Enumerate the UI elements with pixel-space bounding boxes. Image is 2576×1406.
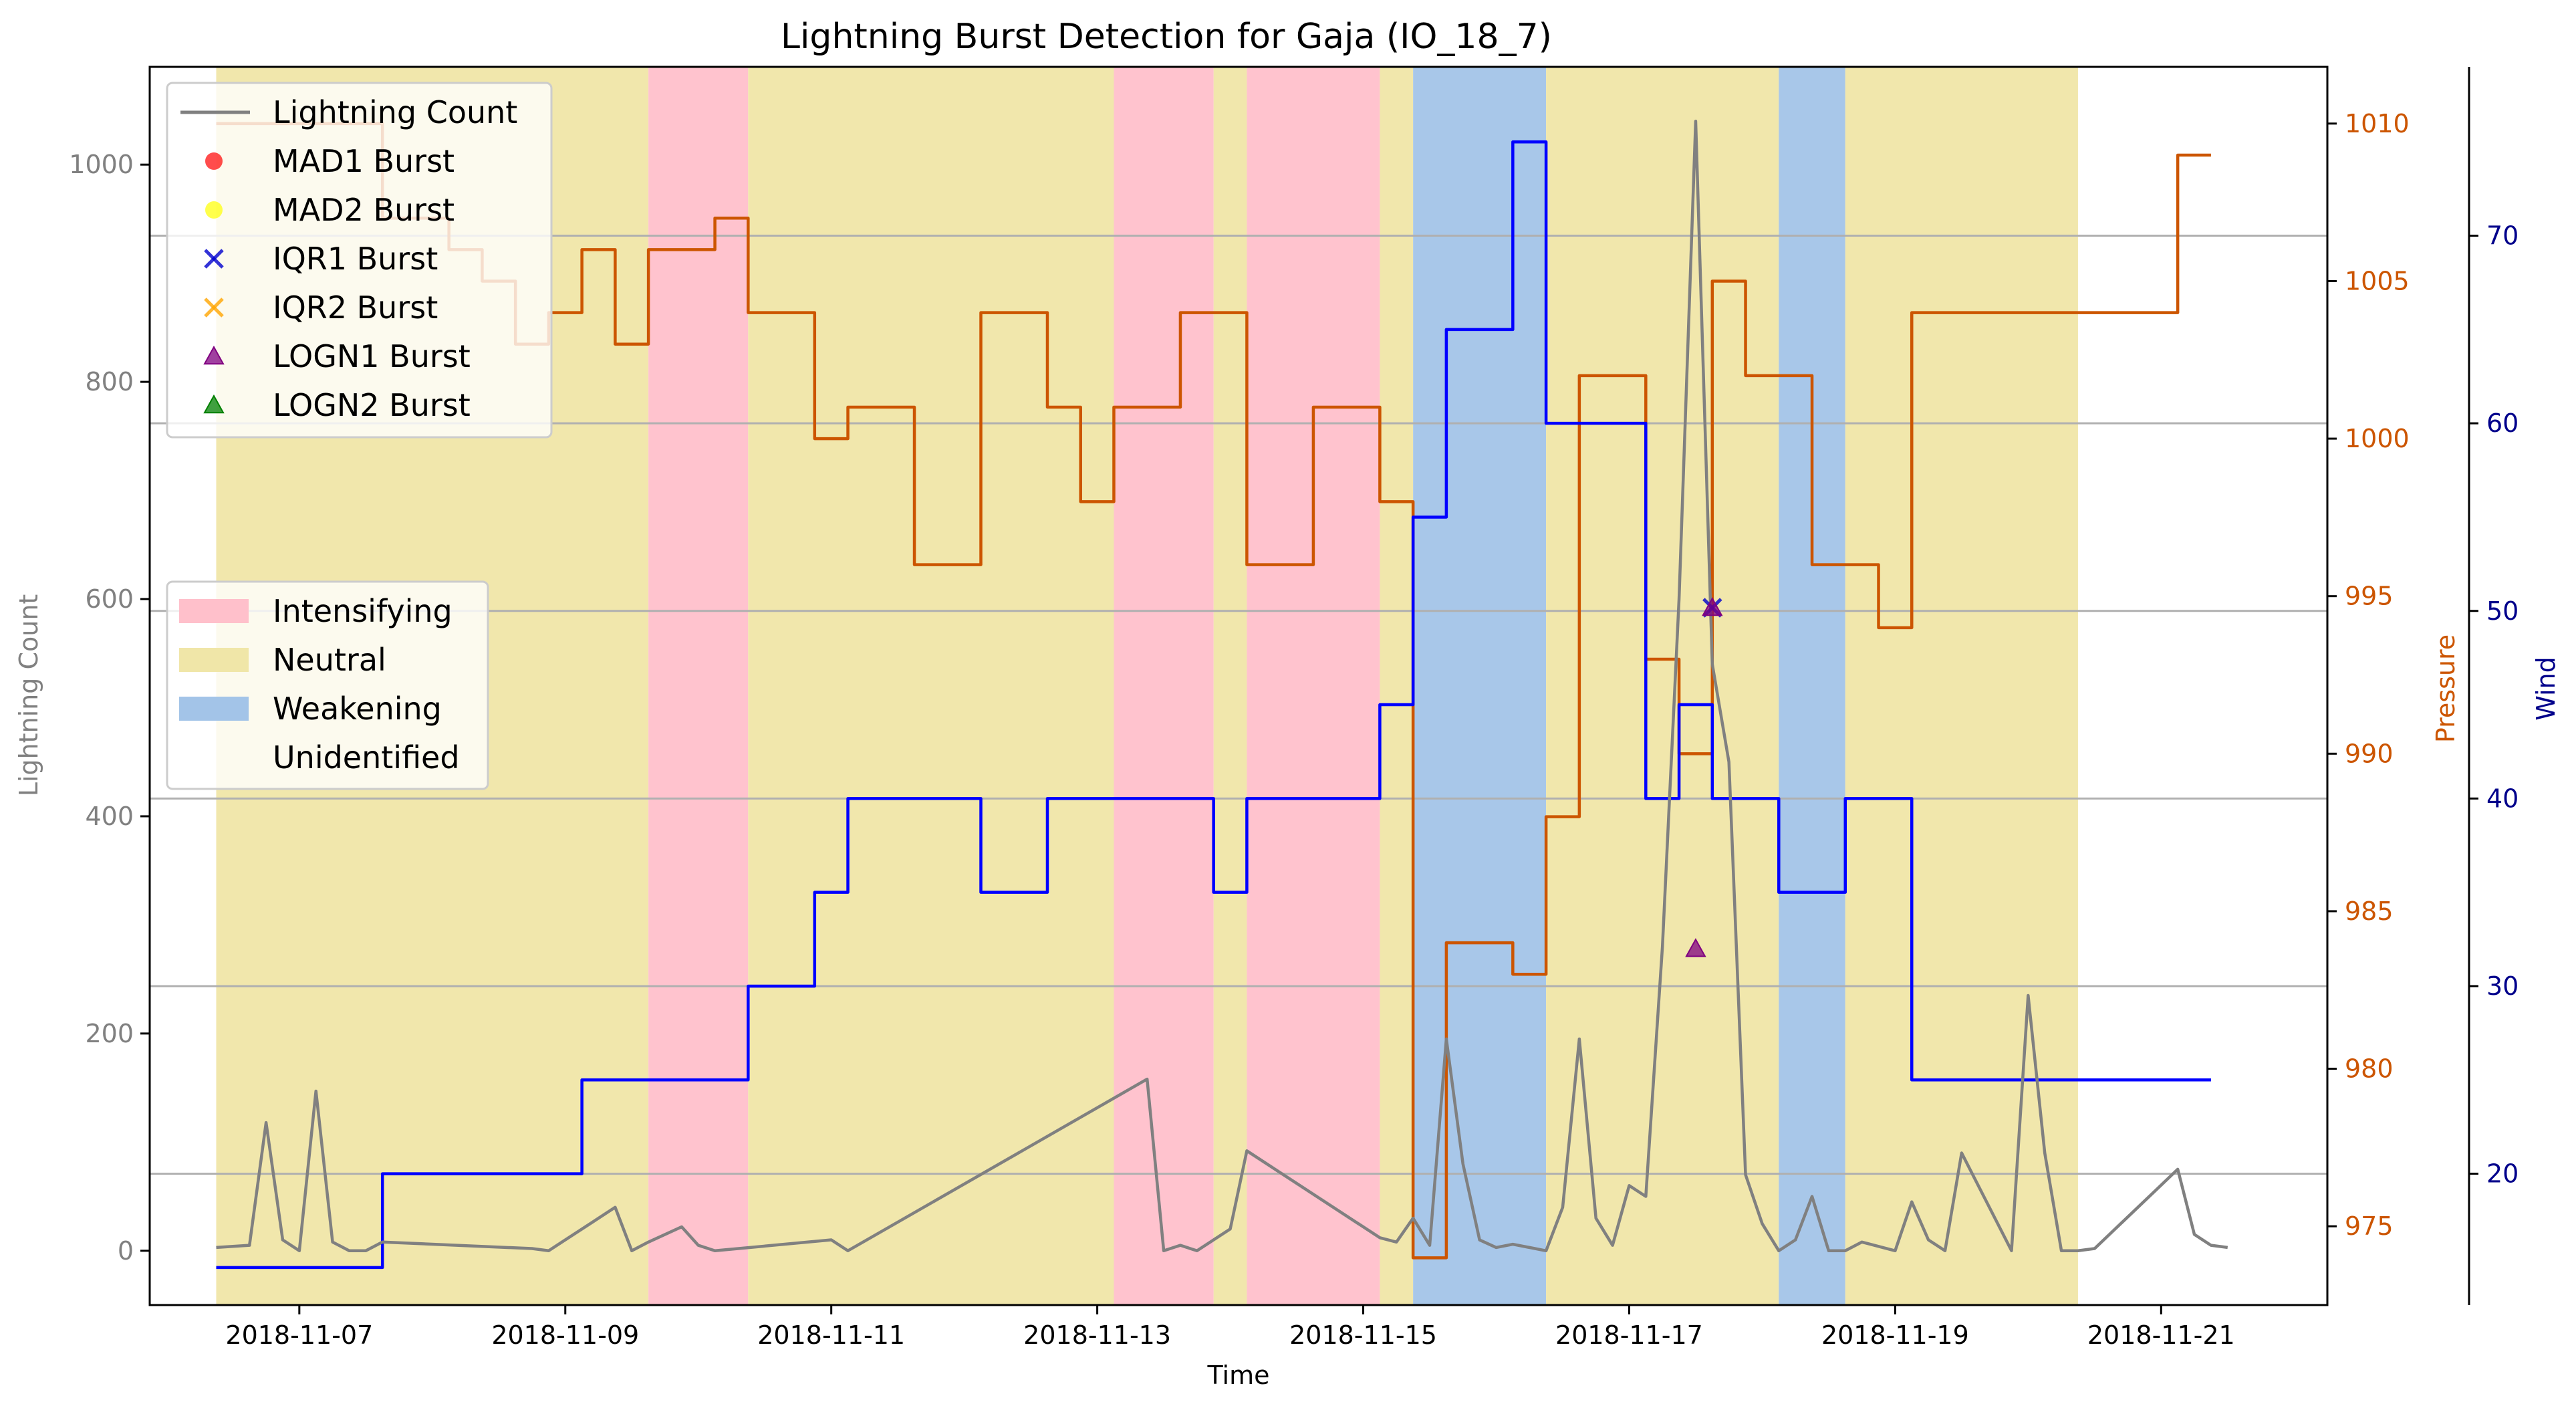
- x-tick-label: 2018-11-17: [1555, 1320, 1703, 1350]
- marker-logn1-burst: [1702, 596, 1723, 616]
- y-pressure-tick-label: 1000: [2345, 424, 2410, 453]
- y-left-tick-label: 600: [85, 584, 134, 614]
- phase-band-neutral: [748, 67, 1114, 1305]
- x-tick-label: 2018-11-13: [1023, 1320, 1171, 1350]
- legend-swatch-logn1: [203, 345, 225, 365]
- y-pressure-tick-label: 990: [2345, 739, 2394, 768]
- y-pressure-tick-label: 995: [2345, 582, 2394, 611]
- phase-band-intensifying: [1114, 67, 1214, 1305]
- phase-band-neutral: [1845, 67, 2078, 1305]
- marker-stroke: [204, 249, 224, 269]
- x-tick-label: 2018-11-21: [2087, 1320, 2235, 1350]
- phase-band-intensifying: [648, 67, 749, 1305]
- phase-band-neutral: [1213, 67, 1247, 1305]
- x-tick-label: 2018-11-15: [1289, 1320, 1437, 1350]
- chart-title: Lightning Burst Detection for Gaja (IO_1…: [781, 17, 1552, 57]
- phase-band-weakening: [1413, 67, 1547, 1305]
- axes: 2018-11-07 2018-11-09 2018-11-11 2018-11-13…: [69, 66, 2519, 1350]
- legend-upper-label: IQR2 Burst: [273, 289, 438, 326]
- y-pressure-tick-label: 975: [2345, 1211, 2394, 1241]
- marker-stroke: [204, 298, 224, 318]
- x-tick-label: 2018-11-09: [491, 1320, 639, 1350]
- legend-swatch-intensifying: [179, 599, 249, 623]
- y-left-tick-label: 200: [85, 1019, 134, 1048]
- legend-lower-label: Unidentified: [273, 739, 460, 776]
- y-left-tick-label: 0: [118, 1236, 134, 1266]
- legend-swatch-logn2: [203, 394, 225, 414]
- phase-band-intensifying: [1247, 67, 1380, 1305]
- series-lines: [216, 119, 2228, 1270]
- x-tick-label: 2018-11-19: [1821, 1320, 1969, 1350]
- y-left-tick-label: 1000: [69, 150, 134, 179]
- x-tick-label: 2018-11-11: [757, 1320, 905, 1350]
- plot-frame: [148, 66, 2329, 1306]
- y-left-tick-label: 800: [85, 367, 134, 396]
- y-left-tick-label: 400: [85, 802, 134, 831]
- phase-shading: [216, 67, 2078, 1305]
- y-pressure-tick-label: 1010: [2345, 109, 2410, 138]
- y-wind-tick-label: 60: [2486, 408, 2519, 438]
- legend-swatch-neutral: [179, 648, 249, 672]
- y-pressure-tick-label: 980: [2345, 1054, 2394, 1084]
- legend-swatch-iqr2: [204, 298, 224, 318]
- legend-swatch-mad1: [205, 152, 223, 170]
- x-axis-label: Time: [1207, 1361, 1270, 1390]
- legend-upper-label: MAD1 Burst: [273, 143, 455, 179]
- legend-lower-box: [166, 580, 489, 790]
- legend-upper-label: MAD2 Burst: [273, 192, 455, 228]
- legend-upper-label: LOGN1 Burst: [273, 338, 471, 374]
- legend-swatch-weakening: [179, 697, 249, 721]
- y-pressure-tick-label: 1005: [2345, 266, 2410, 296]
- legend-lower-label: Weakening: [273, 691, 442, 727]
- x-tick-label: 2018-11-07: [225, 1320, 373, 1350]
- series-line-pressure: [216, 122, 2211, 1260]
- phase-band-weakening: [1779, 67, 1845, 1305]
- y-wind-tick-label: 30: [2486, 971, 2519, 1001]
- series-line-lightning-count: [216, 119, 2228, 1253]
- legend-lower-label: Intensifying: [273, 593, 453, 629]
- y-axis-label-pressure: Pressure: [2431, 634, 2460, 743]
- legend-lower-label: Neutral: [273, 642, 386, 678]
- legend-upper-label: IQR1 Burst: [273, 241, 438, 277]
- legend-upper-label: Lightning Count: [273, 94, 517, 130]
- y-wind-tick-label: 40: [2486, 784, 2519, 813]
- series-line-wind: [216, 140, 2211, 1270]
- legend-upper-label: LOGN2 Burst: [273, 387, 471, 423]
- y-wind-tick-label: 50: [2486, 596, 2519, 626]
- y-wind-tick-label: 20: [2486, 1159, 2519, 1189]
- phase-band-neutral: [1380, 67, 1414, 1305]
- y-pressure-tick-label: 985: [2345, 897, 2394, 926]
- legends: Lightning Count MAD1 Burst MAD2 Burst IQR1 …: [166, 82, 553, 790]
- legend-swatch-iqr1: [204, 249, 224, 269]
- legend-upper-box: [166, 82, 553, 439]
- legend-swatch-mad2: [205, 201, 223, 219]
- marker-logn1-burst: [1685, 938, 1706, 957]
- y-axis-label-left: Lightning Count: [14, 594, 43, 797]
- y-wind-tick-label: 70: [2486, 221, 2519, 251]
- y-axis-label-wind: Wind: [2531, 657, 2561, 721]
- burst-markers: [1685, 596, 1723, 957]
